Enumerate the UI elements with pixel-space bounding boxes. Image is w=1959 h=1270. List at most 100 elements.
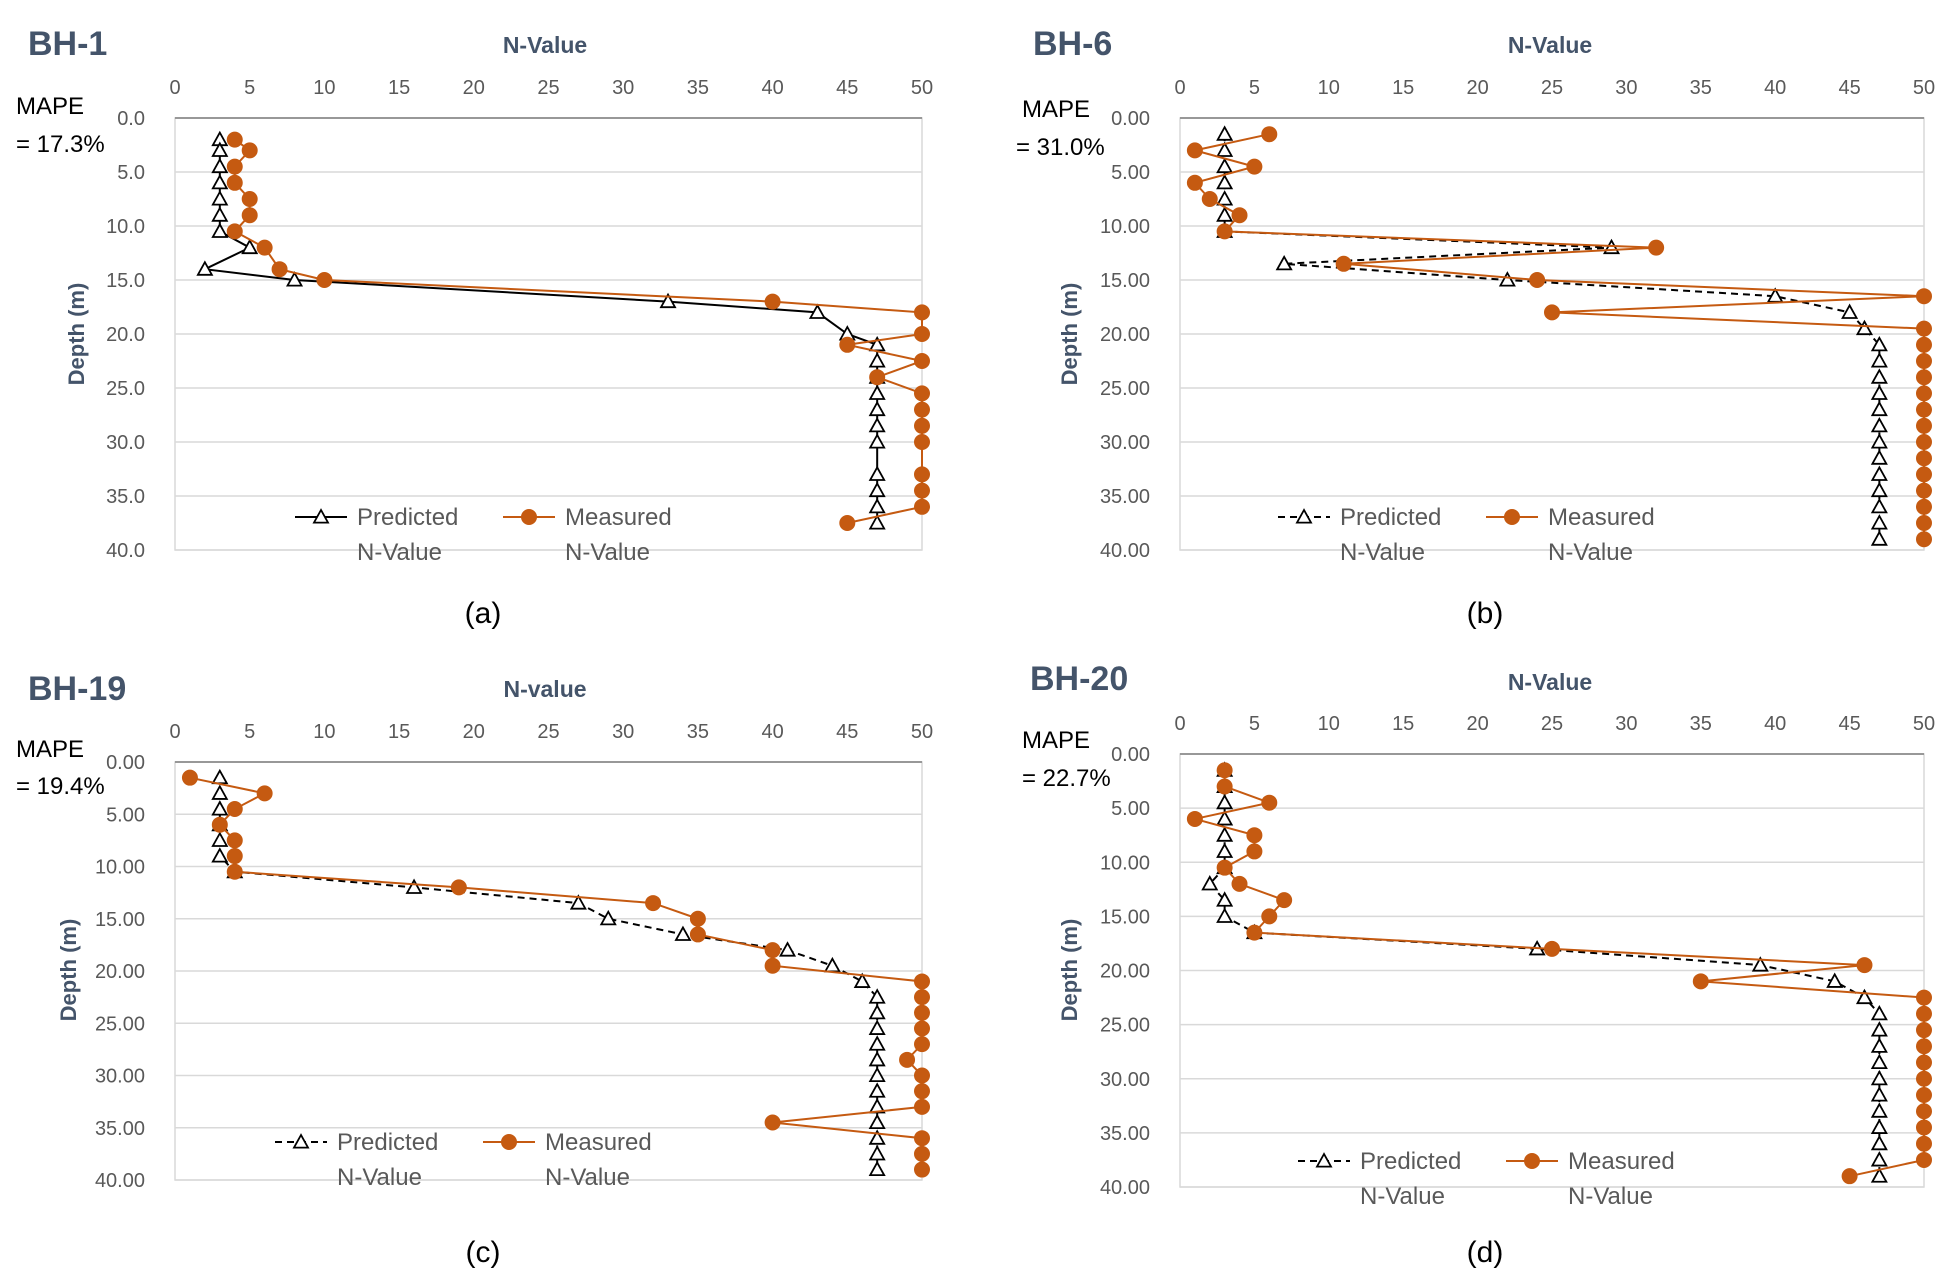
measured-point: [914, 973, 930, 990]
measured-point: [1841, 1168, 1858, 1185]
measured-point: [914, 353, 930, 369]
measured-point: [914, 1130, 930, 1147]
predicted-point: [1855, 988, 1874, 1005]
predicted-point: [211, 206, 229, 222]
x-tick-label: 45: [836, 721, 858, 743]
predicted-point: [1870, 335, 1888, 352]
predicted-point: [808, 303, 826, 319]
x-tick-label: 45: [1838, 77, 1860, 99]
x-tick-label: 0: [1174, 713, 1185, 735]
predicted-point: [241, 238, 259, 255]
panel-label: BH-1: [28, 25, 107, 63]
legend-sublabel: N-Value: [357, 539, 442, 566]
y-tick-label: 20.0: [106, 324, 145, 346]
predicted-point: [1216, 907, 1234, 923]
legend-item-predicted: Predicted N-Value: [275, 1129, 438, 1191]
predicted-point: [285, 271, 304, 287]
measured-point: [1916, 515, 1932, 531]
measured-point: [1916, 482, 1932, 499]
predicted-point: [1751, 956, 1769, 972]
predicted-point: [1826, 972, 1844, 988]
x-tick-label: 25: [1541, 713, 1563, 735]
legend-label: Measured: [1548, 504, 1655, 531]
panel-bh-6: 0.00 5.00 10.00 15.00 20.00 25.00 30.00 35.00 40…: [1016, 25, 1935, 630]
legend-item-measured: Measured N-Value: [483, 1129, 652, 1191]
x-tick-label: 5: [244, 77, 255, 99]
predicted-point: [1870, 1053, 1888, 1070]
predicted-point: [1870, 449, 1888, 465]
x-tick-label: 35: [1690, 77, 1712, 99]
y-tick-label: 10.00: [1100, 216, 1150, 238]
legend-sublabel: N-Value: [1360, 1183, 1445, 1210]
y-tick-label: 35.00: [1100, 1123, 1150, 1145]
measured-point: [1916, 1151, 1932, 1168]
measured-point: [1916, 385, 1932, 402]
y-tick-label: 10.0: [106, 216, 145, 238]
measured-point: [1916, 1022, 1932, 1039]
measured-point: [764, 957, 781, 974]
measured-point: [1916, 1135, 1932, 1152]
legend: Predicted N-Value Measured N-Value: [1278, 504, 1655, 566]
predicted-point: [211, 222, 229, 238]
predicted-point: [1870, 400, 1888, 417]
measured-point: [839, 336, 856, 353]
y-tick-label: 30.0: [106, 432, 145, 454]
series-measured: [1186, 762, 1932, 1185]
predicted-point: [1216, 810, 1234, 826]
y-tick-label: 0.00: [1111, 744, 1150, 766]
predicted-point: [1216, 891, 1234, 907]
predicted-point: [1216, 141, 1234, 157]
y-tick-label: 20.00: [95, 961, 145, 983]
x-tick-label: 35: [1690, 713, 1712, 735]
predicted-point: [779, 941, 797, 957]
predicted-point: [196, 260, 214, 276]
predicted-point: [599, 909, 617, 926]
y-tick-label: 10.00: [1100, 852, 1150, 874]
measured-point: [1216, 223, 1233, 240]
measured-point: [1276, 892, 1293, 909]
measured-point: [1916, 353, 1932, 369]
mape-label: MAPE: [16, 93, 84, 120]
measured-point: [1916, 369, 1932, 386]
x-tick-label: 30: [1615, 713, 1637, 735]
x-tick-label: 15: [388, 77, 410, 99]
y-tick-label: 5.00: [1111, 162, 1150, 184]
predicted-point: [569, 894, 587, 910]
x-tick-label: 15: [388, 721, 410, 743]
x-tick-label: 50: [911, 721, 933, 743]
x-tick-label: 20: [1466, 713, 1488, 735]
measured-point: [914, 482, 930, 499]
predicted-point: [868, 433, 886, 449]
x-tick-label: 50: [1913, 713, 1935, 735]
y-tick-label: 20.00: [1100, 961, 1150, 983]
measured-point: [914, 466, 930, 483]
measured-point: [1261, 908, 1278, 925]
panel-caption: (a): [465, 597, 502, 630]
legend: Predicted N-Value Measured N-Value: [295, 504, 672, 566]
measured-point: [1916, 434, 1932, 450]
predicted-point: [1870, 1167, 1888, 1183]
measured-point: [1916, 1103, 1932, 1120]
measured-point: [1916, 450, 1932, 467]
y-tick-label: 25.00: [1100, 1015, 1150, 1037]
measured-point: [226, 832, 243, 849]
measured-point: [226, 158, 243, 175]
mape-value: = 19.4%: [16, 773, 105, 800]
predicted-point: [1870, 1134, 1888, 1151]
measured-point: [1916, 336, 1932, 353]
predicted-point: [1870, 1021, 1888, 1037]
measured-point: [1648, 239, 1665, 256]
measured-point: [899, 1051, 916, 1068]
x-tick-label: 5: [1249, 77, 1260, 99]
predicted-point: [1870, 465, 1888, 481]
chart-title: N-value: [503, 676, 586, 702]
measured-point: [316, 272, 333, 288]
predicted-point: [292, 1133, 310, 1149]
panel-caption: (b): [1467, 597, 1504, 630]
measured-point: [689, 926, 706, 943]
panel-bh-1: 0.0 5.0 10.0 15.0 20.0 25.0 30.0 35.0 40.0 0 5 10 15…: [16, 25, 933, 630]
measured-point: [181, 769, 198, 786]
predicted-point: [1870, 1118, 1888, 1134]
predicted-point: [868, 1066, 886, 1082]
legend-sublabel: N-Value: [565, 539, 650, 566]
